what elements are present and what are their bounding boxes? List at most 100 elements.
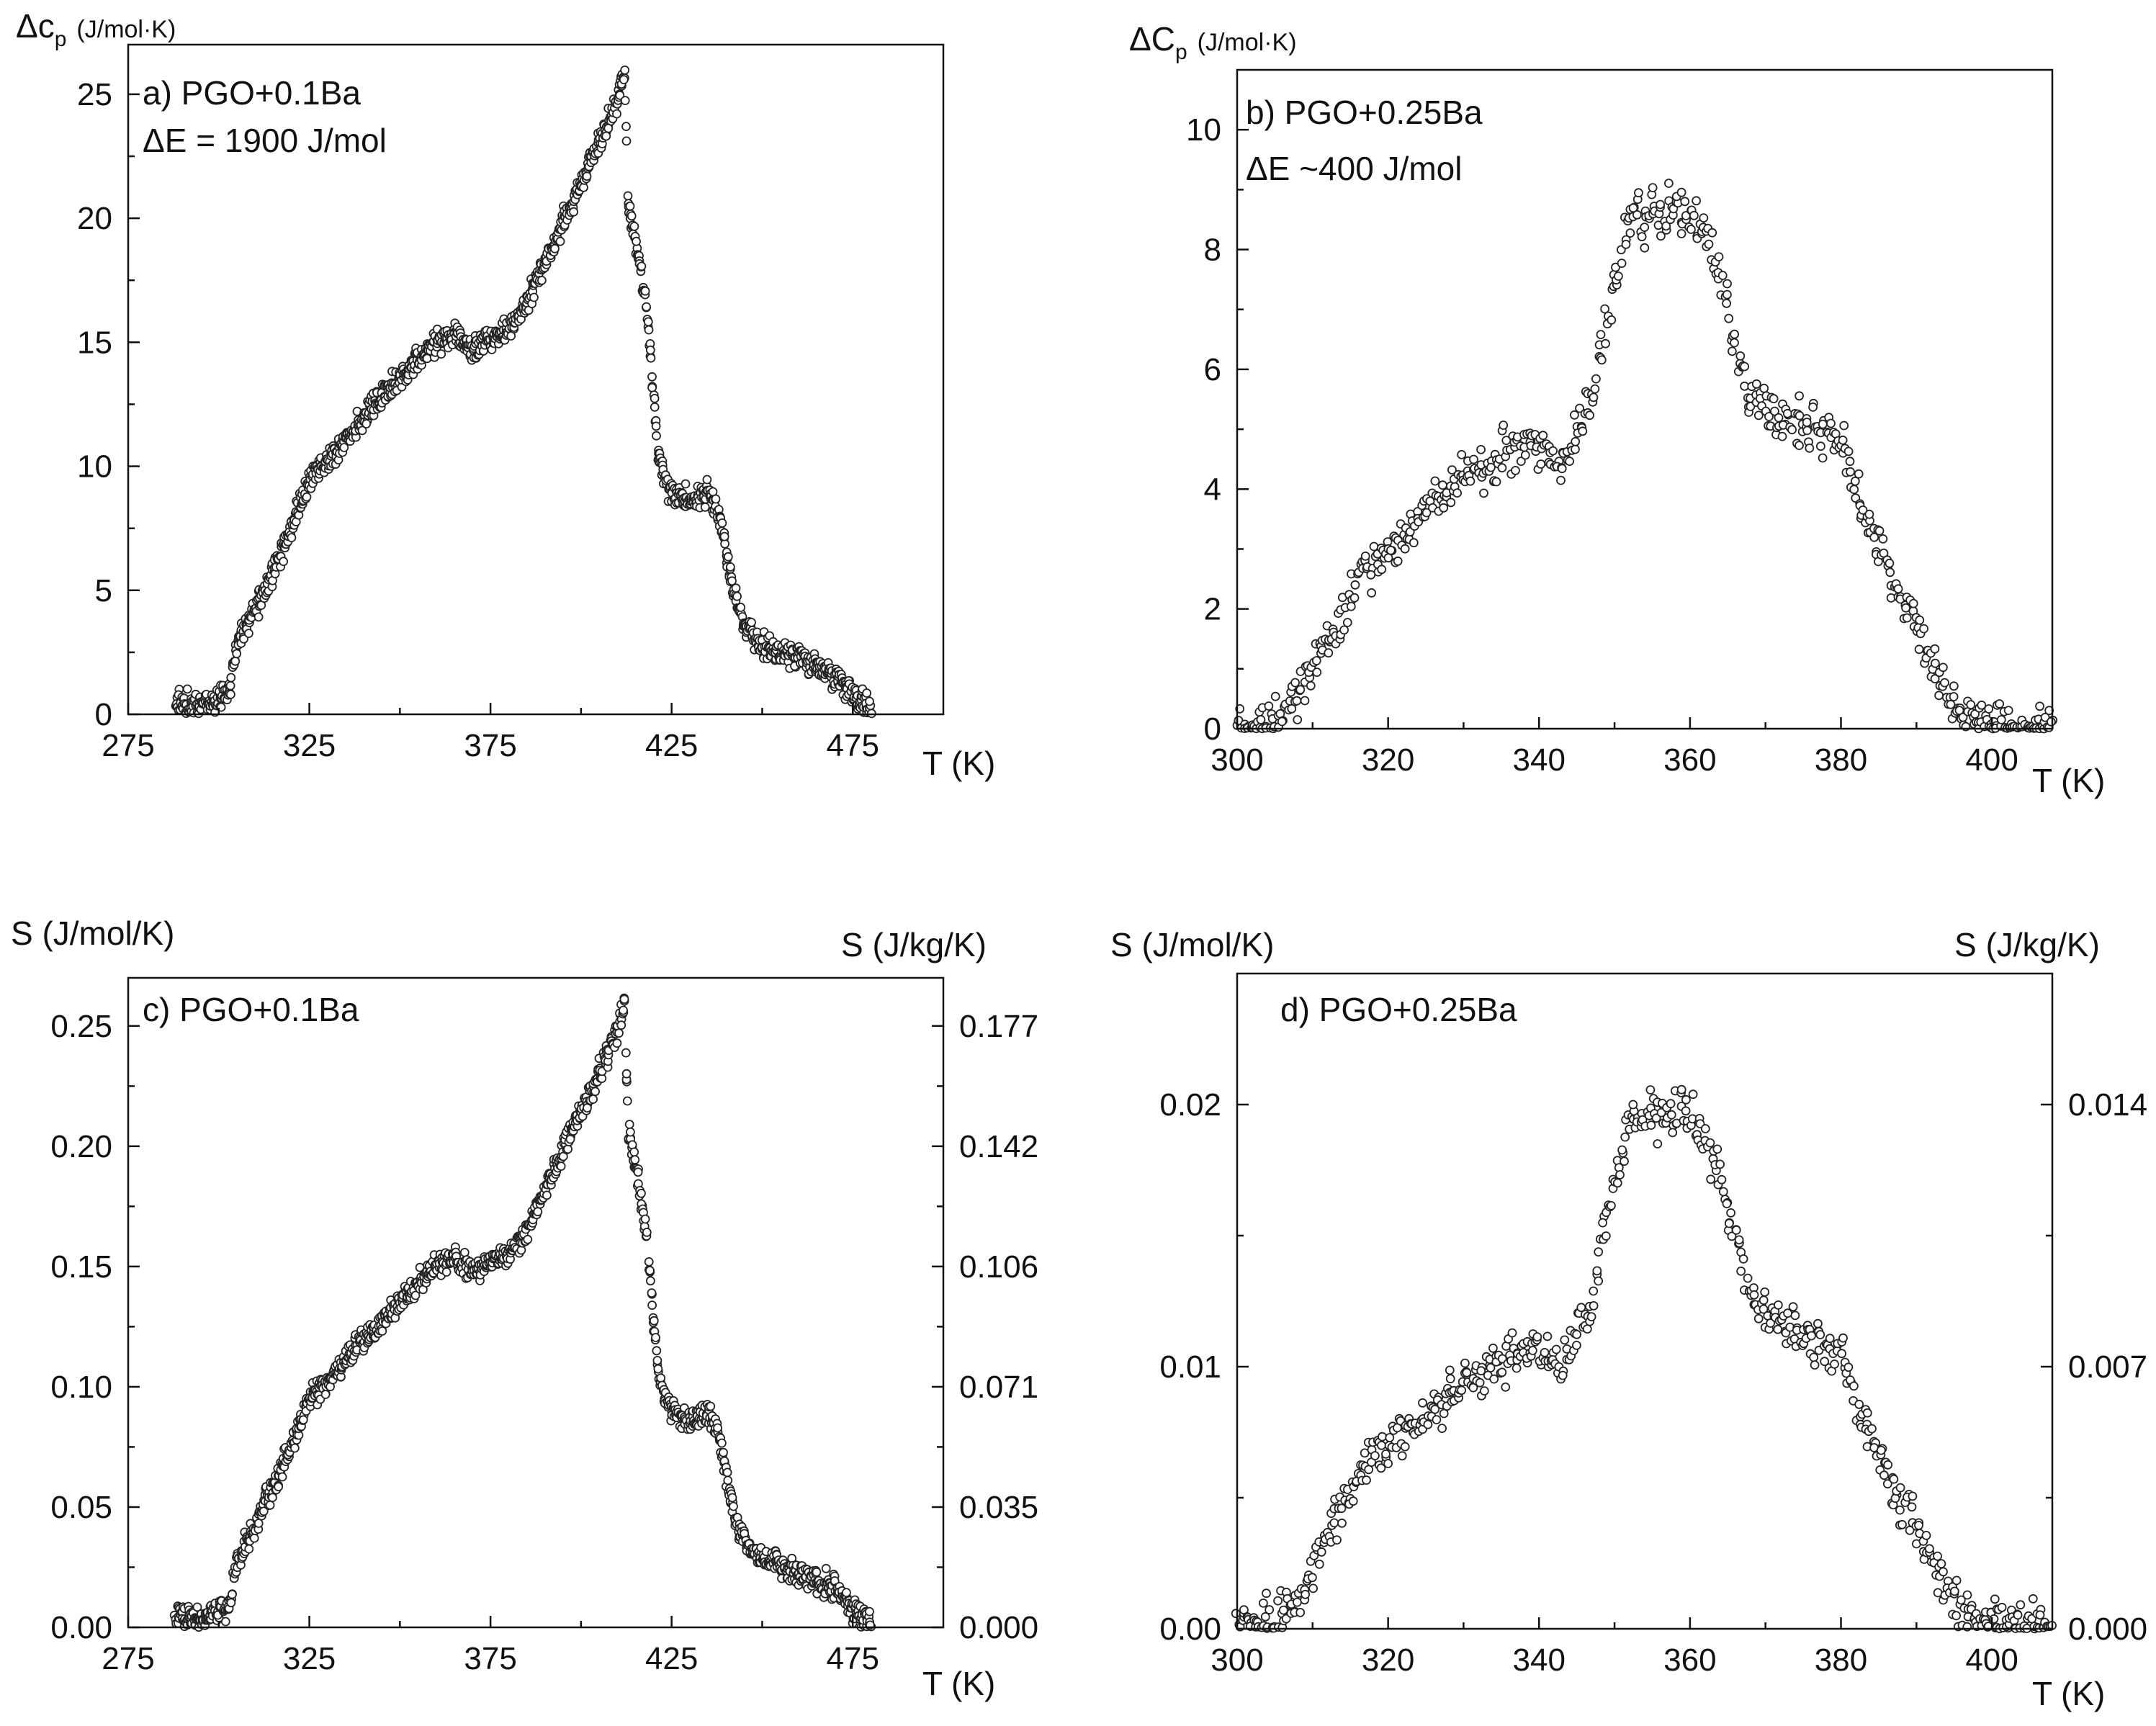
panel-d-xlabel: T (K) [2032, 1675, 2105, 1712]
panel-d-ylabel-left: S (J/mol/K) [1110, 926, 1274, 963]
panel-c-data-point [865, 1606, 874, 1617]
panel-b-data-point [1311, 656, 1321, 665]
panel-a-data-point [644, 325, 654, 335]
panel-c-data-point [842, 1588, 851, 1598]
panel-a-data-point [650, 403, 660, 412]
panel-a-data-point [569, 207, 578, 217]
panel-b-data-point [1306, 680, 1316, 691]
panel-a-data-point [555, 236, 565, 246]
panel-b-data-point [1692, 196, 1702, 206]
panel-d-data-point [2035, 1610, 2045, 1620]
panel-d-data-point [1329, 1518, 1339, 1528]
panel-d-data-point [1397, 1451, 1407, 1461]
panel-b-data-point [1430, 476, 1440, 486]
panel-a-data-point [621, 136, 632, 146]
panel-d-data-point [1813, 1318, 1823, 1329]
panel-b-data-point [1759, 383, 1769, 393]
panel-d-data-point [1700, 1124, 1710, 1133]
panel-d-data-point [1381, 1449, 1391, 1459]
panel-b-data-point [1446, 498, 1456, 508]
panel-d-data-point [1718, 1187, 1728, 1197]
panel-d-data-point [1377, 1440, 1386, 1450]
panel-d-x-tick-label: 360 [1663, 1642, 1716, 1678]
panel-a-data-point [702, 475, 712, 485]
panel-c-data-point [274, 1482, 284, 1492]
panel-a-x-tick-label: 375 [464, 728, 516, 763]
panel-d-data-point [1572, 1329, 1582, 1339]
panel-d-data-point [1560, 1335, 1570, 1345]
panel-c-y-right-tick-label: 0.000 [959, 1610, 1038, 1645]
panel-a-data-point [642, 302, 651, 312]
panel-b-data-point [1704, 239, 1714, 249]
panel-b-data-point [1360, 552, 1370, 561]
panel-c-y-tick-label: 0.15 [50, 1249, 112, 1285]
panel-d-data-point [1628, 1100, 1638, 1110]
panel-d-data-point [1862, 1408, 1872, 1418]
panel-d-data-point [1594, 1276, 1604, 1286]
panel-b-data-point [1367, 588, 1376, 598]
panel-a-data-point [226, 673, 236, 683]
panel-a-ylabel: Δcp (J/mol·K) [16, 7, 176, 51]
panel-c-data-point [717, 1438, 727, 1448]
panel-b-data-point [1751, 379, 1761, 389]
panel-b-data-point [1346, 601, 1356, 611]
panel-d-data-point [1362, 1475, 1371, 1485]
panel-d-data-point [1724, 1218, 1734, 1228]
panel-d-data-point [1301, 1589, 1311, 1599]
panel-d-data-point [1936, 1559, 1946, 1569]
panel-c-data-point [220, 1617, 230, 1627]
panel-b-x-tick-label: 300 [1210, 742, 1263, 778]
panel-a-data-point [625, 201, 635, 211]
panel-a-data-point [232, 649, 242, 659]
panel-b-data-point [1707, 228, 1717, 238]
panel-a-data-point [620, 96, 630, 106]
panel-b-data-point [1919, 624, 1929, 634]
panel-d-data-point [1445, 1374, 1455, 1384]
panel-b-data-point [1777, 431, 1787, 441]
panel-b-x-tick-label: 320 [1362, 742, 1414, 778]
panel-a-data-point [650, 394, 660, 403]
panel-c-data-point [622, 1096, 632, 1106]
panel-b-data-point [1699, 213, 1709, 223]
panel-d-data-point [1378, 1431, 1387, 1442]
panel-a-data-point [620, 66, 630, 75]
panel-b-data-point [1256, 715, 1266, 724]
panel-c-data-point [642, 1228, 652, 1237]
panel-b-data-point [2003, 706, 2013, 715]
panel-a-data-points [171, 66, 876, 719]
panel-b-data-point [1469, 454, 1478, 464]
panel-c-data-point [614, 1028, 624, 1038]
panel-c-label: c) PGO+0.1Ba [143, 991, 359, 1028]
panel-c-data-point [556, 1161, 566, 1171]
panel-d-data-point [1437, 1424, 1447, 1433]
panel-b-data-point [1656, 199, 1666, 210]
panel-a-data-point [550, 243, 560, 253]
panel-d-data-point [1532, 1332, 1542, 1341]
panel-a-ylabel-units: (J/mol·K) [76, 16, 176, 43]
panel-b-y-tick-label: 8 [1204, 233, 1221, 268]
panel-d-data-point [1615, 1170, 1625, 1179]
panel-b-data-point [1293, 715, 1303, 724]
panel-b-data-point [1854, 469, 1864, 479]
panel-a-y-tick-label: 15 [77, 325, 112, 360]
panel-a-data-point [681, 479, 691, 489]
panel-c-data-point [619, 994, 629, 1004]
panel-b-y-tick-label: 6 [1204, 352, 1221, 387]
panel-b-data-point [1350, 580, 1360, 590]
panel-d-data-point [1293, 1597, 1302, 1607]
panel-b-data-point [1270, 691, 1280, 701]
panel-c-data-point [646, 1276, 655, 1286]
panel-c-y-tick-label: 0.20 [50, 1129, 112, 1164]
panel-d-data-point [1731, 1226, 1741, 1235]
panel-d-data-point [1933, 1551, 1943, 1561]
panel-b-data-point [1934, 691, 1944, 701]
panel-d-data-point [1705, 1138, 1715, 1148]
panel-b-label: b) PGO+0.25Ba [1246, 94, 1483, 131]
panel-c-data-point [289, 1443, 300, 1453]
panel-a-data-point [623, 191, 633, 201]
panel-d-x-tick-label: 320 [1362, 1642, 1414, 1678]
panel-b-data-point [1589, 392, 1599, 403]
panel-d-data-point [1589, 1301, 1599, 1311]
panel-b-data-point [1938, 662, 1948, 673]
panel-d-data-point [1558, 1370, 1568, 1380]
